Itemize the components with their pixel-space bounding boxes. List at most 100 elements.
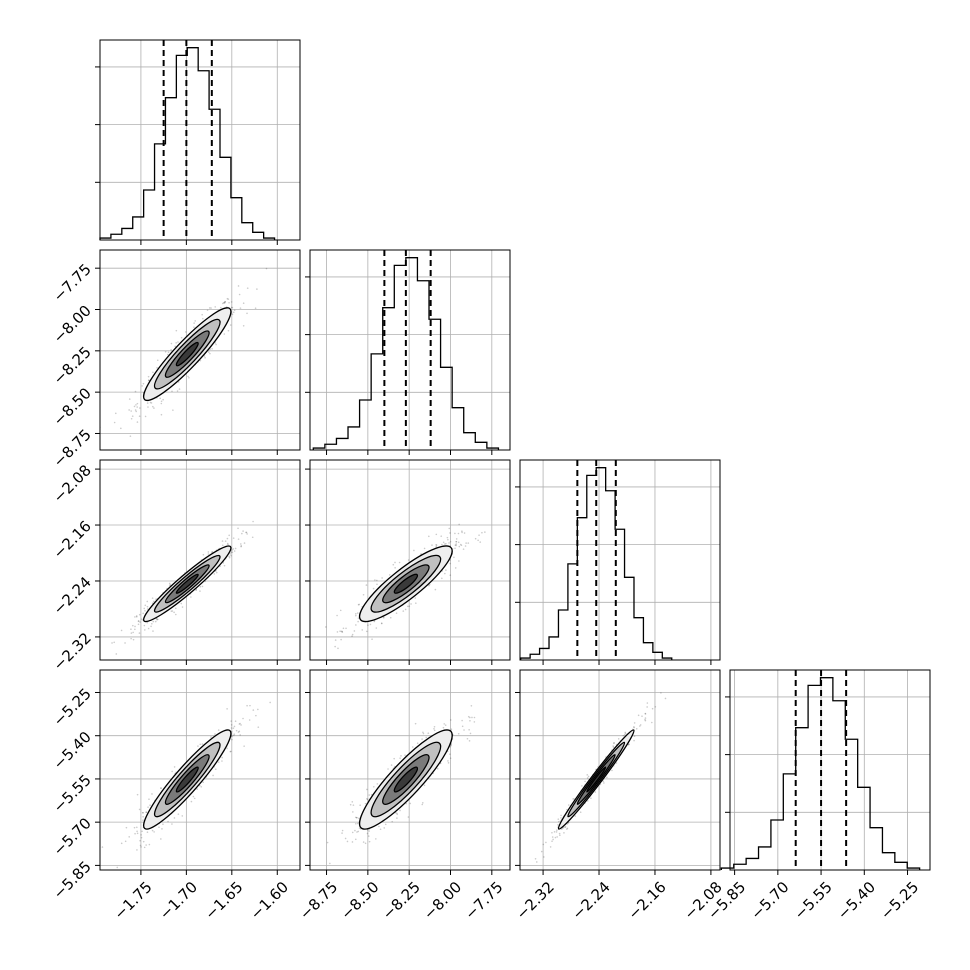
sample-point: [160, 838, 162, 840]
sample-point: [229, 553, 232, 555]
sample-point: [444, 572, 446, 575]
sample-point: [226, 537, 229, 540]
sample-point: [257, 726, 260, 728]
sample-point: [339, 630, 341, 633]
sample-point: [232, 727, 235, 729]
sample-point: [355, 822, 357, 825]
sample-point: [391, 820, 394, 823]
sample-point: [124, 840, 127, 843]
sample-point: [469, 732, 472, 735]
sample-point: [230, 724, 233, 726]
sample-point: [660, 692, 662, 694]
sample-point: [362, 593, 365, 596]
sample-point: [651, 721, 653, 724]
sample-point: [181, 815, 184, 817]
sample-point: [374, 579, 376, 581]
sample-point: [445, 569, 447, 571]
sample-point: [623, 733, 626, 736]
panel-content: [325, 523, 486, 650]
sample-point: [358, 827, 361, 829]
panel-frame: [519, 669, 721, 871]
histogram-panel: [95, 39, 301, 245]
sample-point: [214, 768, 217, 771]
x-tick-label: −1.65: [201, 878, 246, 923]
sample-point: [153, 407, 155, 409]
sample-point: [233, 550, 236, 552]
sample-point: [454, 547, 456, 550]
panel-content: [534, 692, 667, 863]
sample-point: [425, 736, 428, 739]
sample-point: [635, 728, 638, 730]
sample-point: [405, 802, 407, 805]
sample-point: [361, 629, 364, 631]
sample-point: [443, 723, 446, 725]
sample-point: [450, 728, 453, 730]
sample-point: [141, 830, 143, 833]
sample-point: [399, 757, 401, 759]
sample-point: [269, 701, 271, 704]
sample-point: [136, 832, 139, 835]
sample-point: [200, 785, 203, 788]
y-tick-label: −5.70: [50, 814, 95, 859]
sample-point: [142, 612, 144, 615]
sample-point: [147, 375, 150, 378]
sample-point: [171, 770, 173, 773]
scatter-panel: [515, 669, 721, 875]
sample-point: [357, 620, 359, 623]
sample-point: [428, 535, 430, 538]
sample-point: [624, 731, 626, 734]
sample-point: [147, 379, 150, 382]
sample-point: [449, 562, 452, 565]
sample-point: [468, 740, 471, 742]
sample-point: [135, 404, 137, 406]
y-tick-label: −2.08: [50, 461, 95, 506]
sample-point: [228, 556, 231, 559]
sample-point: [435, 545, 438, 548]
sample-point: [356, 612, 359, 614]
sample-point: [376, 583, 378, 586]
sample-point: [208, 351, 210, 353]
sample-point: [368, 840, 371, 843]
sample-point: [454, 567, 457, 569]
sample-point: [152, 630, 154, 632]
sample-point: [228, 555, 230, 558]
sample-point: [455, 543, 458, 545]
sample-point: [371, 638, 373, 640]
sample-point: [380, 622, 383, 625]
sample-point: [213, 573, 216, 575]
sample-point: [141, 385, 143, 387]
sample-point: [134, 390, 137, 393]
sample-point: [237, 731, 240, 733]
sample-point: [398, 561, 401, 564]
sample-point: [138, 613, 141, 616]
sample-point: [164, 350, 167, 353]
sample-point: [586, 800, 589, 802]
sample-point: [120, 629, 123, 632]
y-tick-label: −5.55: [50, 771, 95, 816]
histogram-panel: [720, 669, 931, 875]
sample-point: [329, 862, 331, 865]
sample-point: [458, 523, 460, 526]
sample-point: [239, 307, 242, 309]
sample-point: [148, 798, 150, 801]
sample-point: [233, 734, 235, 737]
sample-point: [202, 553, 205, 556]
sample-point: [542, 843, 545, 846]
sample-point: [185, 331, 187, 333]
sample-point: [351, 841, 354, 843]
sample-point: [470, 705, 473, 707]
sample-point: [133, 826, 136, 829]
sample-point: [466, 737, 469, 740]
sample-point: [364, 842, 367, 845]
sample-point: [352, 811, 354, 813]
sample-point: [130, 628, 132, 630]
sample-point: [215, 571, 218, 574]
sample-point: [142, 811, 144, 814]
panel-frame: [99, 249, 301, 451]
sample-point: [148, 379, 150, 381]
sample-point: [639, 725, 641, 727]
sample-point: [357, 617, 360, 619]
sample-point: [416, 742, 419, 745]
sample-point: [421, 803, 424, 806]
